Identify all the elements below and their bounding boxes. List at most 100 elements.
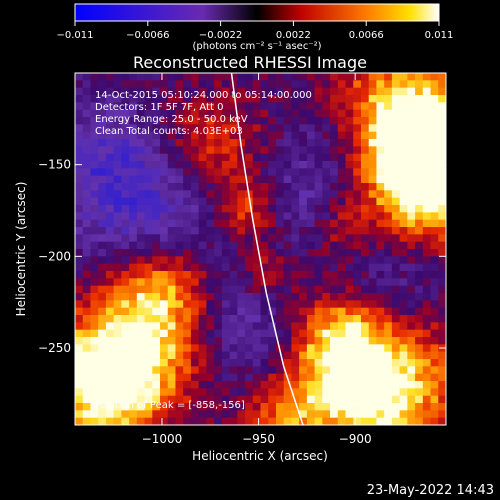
heatmap-pixel [206,263,215,272]
heatmap-pixel [322,417,331,425]
heatmap-pixel [415,190,424,199]
heatmap-pixel [206,146,215,155]
heatmap-pixel [136,337,146,345]
heatmap-pixel [376,95,385,103]
heatmap-pixel [105,234,115,243]
heatmap-pixel [245,241,254,250]
heatmap-pixel [229,381,238,389]
heatmap-pixel [167,256,176,265]
heatmap-pixel [360,197,370,206]
heatmap-pixel [252,271,261,279]
heatmap-pixel [422,337,432,345]
heatmap-pixel [129,337,138,345]
heatmap-pixel [306,183,316,191]
heatmap-pixel [229,175,238,184]
heatmap-pixel [152,146,161,155]
heatmap-pixel [368,395,377,404]
heatmap-pixel [75,256,84,265]
heatmap-pixel [415,227,424,235]
heatmap-pixel [175,161,184,169]
heatmap-pixel [190,153,200,162]
heatmap-pixel [82,234,91,243]
heatmap-pixel [353,212,362,221]
heatmap-pixel [121,227,130,235]
heatmap-pixel [384,161,393,169]
heatmap-pixel [221,124,231,133]
plot-frame [74,72,447,426]
heatmap-pixel [245,234,254,243]
heatmap-pixel [399,315,408,323]
heatmap-pixel [252,161,261,169]
heatmap-pixel [415,95,424,103]
heatmap-pixel [206,168,215,177]
heatmap-pixel [322,87,331,96]
heatmap-pixel [129,183,138,191]
heatmap-pixel [237,73,246,81]
heatmap-pixel [430,95,439,103]
heatmap-pixel [144,102,153,111]
heatmap-pixel [183,417,192,425]
heatmap-pixel [376,205,385,213]
heatmap-pixel [376,307,385,316]
heatmap-pixel [160,322,169,331]
heatmap-pixel [229,256,238,265]
heatmap-pixel [384,212,393,221]
heatmap-pixel [144,109,153,118]
heatmap-pixel [345,131,354,140]
heatmap-pixel [113,293,122,301]
heatmap-pixel [438,322,446,331]
heatmap-pixel [144,124,153,133]
heatmap-pixel [98,139,107,147]
heatmap-pixel [407,366,416,375]
heatmap-pixel [283,146,292,155]
heatmap-pixel [121,102,130,111]
heatmap-pixel [144,271,153,279]
heatmap-pixel [407,197,416,206]
heatmap-pixel [291,80,300,89]
heatmap-pixel [167,153,176,162]
heatmap-pixel [415,234,424,243]
heatmap-pixel [368,175,377,184]
heatmap-pixel [314,80,323,89]
heatmap-pixel [306,410,316,419]
heatmap-pixel [237,359,246,367]
heatmap-pixel [384,139,393,147]
heatmap-pixel [407,278,416,287]
heatmap-pixel [245,168,254,177]
heatmap-pixel [113,241,122,250]
heatmap-pixel [144,190,153,199]
heatmap-pixel [214,293,223,301]
heatmap-pixel [98,131,107,140]
heatmap-pixel [183,117,192,125]
heatmap-pixel [330,205,339,213]
heatmap-pixel [314,139,323,147]
heatmap-pixel [345,337,354,345]
heatmap-pixel [438,73,446,81]
heatmap-pixel [322,168,331,177]
heatmap-pixel [376,351,385,360]
heatmap-pixel [252,87,261,96]
heatmap-pixel [245,307,254,316]
heatmap-pixel [415,395,424,404]
heatmap-pixel [221,417,231,425]
heatmap-pixel [152,161,161,169]
heatmap-pixel [221,109,231,118]
heatmap-pixel [368,337,377,345]
heatmap-pixel [353,73,362,81]
heatmap-pixel [407,410,416,419]
heatmap-pixel [376,153,385,162]
heatmap-pixel [229,315,238,323]
heatmap-pixel [391,227,401,235]
heatmap-pixel [252,278,261,287]
heatmap-pixel [113,190,122,199]
heatmap-pixel [330,366,339,375]
heatmap-pixel [183,307,192,316]
heatmap-pixel [275,197,285,206]
heatmap-pixel [275,337,285,345]
heatmap-pixel [391,315,401,323]
heatmap-pixel [206,410,215,419]
heatmap-pixel [345,139,354,147]
heatmap-pixel [121,87,130,96]
heatmap-pixel [299,388,308,397]
heatmap-pixel [214,109,223,118]
